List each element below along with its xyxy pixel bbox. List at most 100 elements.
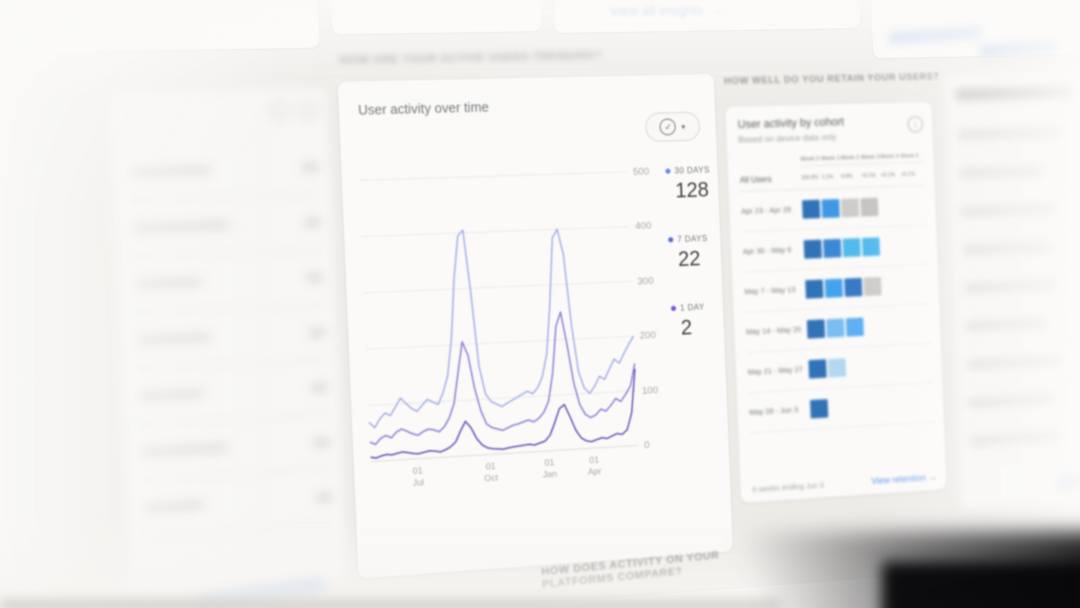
x-tick-label: 01 Jan: [542, 456, 558, 480]
cohort-row-label: May 14 - May 20: [745, 324, 802, 337]
heatmap-cell: [845, 317, 864, 337]
view-all-insights-label: View all insights: [609, 1, 704, 19]
heatmap-cell: [803, 239, 822, 259]
heatmap-cell-empty: [881, 237, 899, 256]
cohort-week-header: Week 5: [899, 152, 919, 160]
heatmap-cell: [810, 399, 829, 419]
heatmap-cell-empty: [830, 398, 848, 417]
blurred-list-row[interactable]: [959, 188, 1080, 233]
heatmap-cell: [860, 197, 879, 217]
cohort-row-cells: [802, 196, 917, 219]
heatmap-cell-empty: [880, 197, 898, 216]
cohort-grid: Week 0 Week 1 Week 2 Week 3 Week 4 Week 5 All…: [739, 151, 935, 434]
cohort-row-label: May 21 - May 27: [747, 364, 803, 377]
cohort-all-users-value: 100.0%: [800, 174, 819, 181]
legend-item-1-day: 1 DAY 2: [670, 302, 723, 342]
blurred-list-row[interactable]: [131, 304, 329, 370]
blurred-list-row[interactable]: [961, 225, 1080, 271]
legend-item-30-days: 30 DAYS 128: [665, 165, 717, 204]
series-7-days: [365, 309, 638, 445]
check-circle-icon: ✓: [659, 118, 677, 136]
chart-legend: 30 DAYS 128 7 DAYS 22 1 DAY 2: [665, 165, 723, 372]
heatmap-cell: [806, 319, 826, 339]
top-mid-partial-card: [326, 0, 542, 35]
legend-label: 7 DAYS: [677, 233, 708, 245]
cohort-all-users-value: <0.1%: [860, 172, 876, 179]
heatmap-cell-empty: [883, 276, 901, 295]
blurred-list-row[interactable]: [964, 301, 1080, 347]
heatmap-cell: [808, 359, 827, 379]
arrow-right-icon: →: [928, 471, 938, 483]
user-activity-card: User activity over time ✓ ▾ 0 100 200 300 40…: [337, 73, 734, 579]
y-tick-label: 0: [643, 439, 650, 452]
cohort-footer: 6 weeks ending Jun 3 View retention →: [752, 472, 937, 494]
heatmap-cell: [863, 276, 882, 297]
cohort-week-header: Week 1: [820, 155, 840, 162]
cohort-all-users-label: All Users: [739, 174, 772, 185]
cohort-card-title: User activity by cohort: [737, 116, 845, 132]
segment-selector[interactable]: ✓ ▾: [644, 111, 701, 143]
cohort-row-label: May 28 - Jun 3: [749, 404, 799, 418]
activity-line-chart: [359, 172, 638, 462]
section-header-active-users: HOW ARE YOUR ACTIVE USERS TRENDING?: [339, 48, 602, 67]
legend-value: 128: [674, 178, 710, 203]
legend-value: 2: [680, 316, 693, 340]
cohort-row-label: Apr 23 - Apr 29: [741, 204, 792, 217]
blurred-list-row[interactable]: [126, 194, 324, 258]
heatmap-cell: [841, 198, 860, 218]
left-card-controls: [269, 100, 319, 121]
more-circle-icon[interactable]: [299, 100, 319, 120]
blurred-list-row[interactable]: [138, 469, 336, 538]
left-card-rows: [124, 139, 336, 538]
desk-shadow-strip: [0, 600, 780, 608]
legend-dot-icon: [670, 305, 677, 312]
y-tick-label: 400: [635, 220, 652, 233]
cohort-card-subtitle: Based on device data only: [738, 131, 837, 145]
heatmap-cell-empty: [905, 354, 923, 373]
heatmap-cell: [802, 199, 821, 219]
cohort-footer-note: 6 weeks ending Jun 3: [752, 479, 824, 494]
line-chart-svg: [359, 172, 638, 462]
cohort-week-header: Week 2: [840, 154, 860, 162]
view-retention-link[interactable]: View retention →: [871, 471, 938, 487]
legend-item-7-days: 7 DAYS 22: [668, 233, 720, 272]
heatmap-cell-empty: [888, 395, 906, 414]
heatmap-cell: [826, 318, 845, 338]
view-all-insights-link[interactable]: View all insights →: [610, 1, 724, 18]
blurred-list-row[interactable]: [965, 338, 1080, 386]
y-tick-label: 200: [639, 329, 657, 343]
x-tick-label: 01 Jul: [412, 464, 425, 488]
info-circle-icon[interactable]: [269, 101, 290, 121]
arrow-right-icon: →: [711, 2, 724, 17]
heatmap-cell: [805, 279, 824, 299]
blurred-list-row[interactable]: [124, 139, 322, 201]
dark-corner-core: [882, 562, 1080, 608]
blurred-link-right-card[interactable]: [1057, 473, 1080, 489]
heatmap-cell-empty: [865, 317, 883, 336]
y-tick-label: 500: [632, 166, 650, 179]
right-card-header-bar: [955, 87, 1073, 99]
heatmap-cell-empty: [867, 356, 885, 375]
blurred-list-row[interactable]: [958, 150, 1080, 194]
cohort-row-cells: [808, 354, 923, 379]
blurred-list-row[interactable]: [962, 263, 1080, 309]
blurred-list-row[interactable]: [967, 376, 1080, 424]
cohort-all-users-value: <0.1%: [900, 171, 915, 178]
x-tick-label: 01 Oct: [484, 460, 499, 484]
cohort-row-label: Apr 30 - May 6: [742, 245, 792, 257]
heatmap-cell-empty: [907, 394, 925, 413]
cohort-week-header: Week 3: [860, 154, 880, 161]
legend-dot-icon: [665, 168, 671, 174]
series-30-days: [361, 224, 637, 428]
heatmap-cell: [842, 238, 861, 258]
blurred-list-row[interactable]: [956, 113, 1080, 156]
heatmap-cell-empty: [902, 275, 920, 294]
y-tick-label: 300: [637, 275, 654, 288]
cohort-rows: Apr 23 - Apr 29 Apr 30 - May 6 May 7 - May…: [740, 185, 935, 434]
cohort-card: User activity by cohort Based on device …: [725, 101, 947, 504]
activity-card-title: User activity over time: [357, 99, 490, 118]
heatmap-cell-empty: [899, 196, 917, 215]
blurred-list-row[interactable]: [129, 249, 327, 314]
cohort-row-label: May 7 - May 13: [744, 284, 796, 297]
cohort-row-cells: [803, 236, 919, 259]
